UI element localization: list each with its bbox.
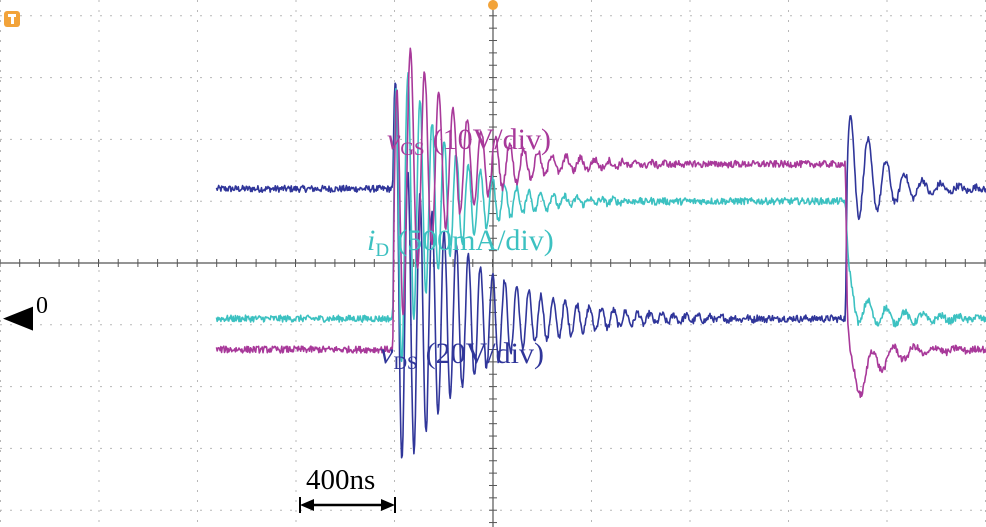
id-trace	[215, 72, 986, 363]
vgs-trace	[215, 47, 986, 399]
trigger-position-marker	[488, 0, 498, 10]
time-scale-bar	[299, 497, 396, 513]
id-trace-label: iD (500mA/div)	[367, 224, 554, 261]
vds-trace-label: vDS (20V/div)	[380, 337, 544, 374]
vds-trace	[215, 82, 986, 459]
zero-level-label: 0	[36, 293, 48, 319]
trigger-icon	[4, 11, 20, 27]
time-scale-label: 400ns	[306, 464, 375, 496]
traces	[215, 47, 986, 459]
vgs-trace-label: vGS (10V/div)	[387, 123, 551, 160]
zero-level-arrow-icon	[3, 306, 33, 331]
